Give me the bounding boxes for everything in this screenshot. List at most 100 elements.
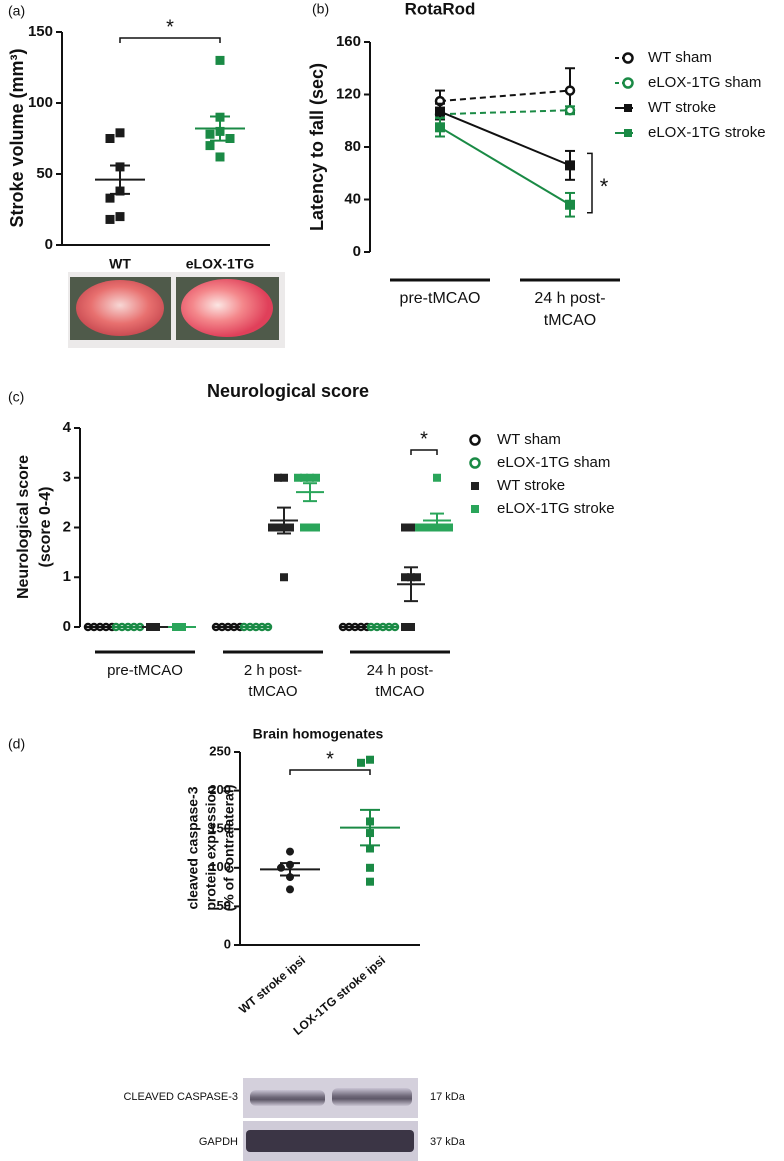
data-point bbox=[300, 473, 308, 482]
data-point bbox=[215, 55, 225, 65]
significance-bracket bbox=[119, 37, 221, 43]
data-point bbox=[277, 863, 285, 872]
data-point bbox=[565, 160, 575, 171]
y-axis-label: Stroke volume (mm³) bbox=[7, 48, 27, 227]
y-tick-label: 40 bbox=[344, 190, 361, 207]
significance-label: * bbox=[420, 428, 428, 450]
data-point bbox=[105, 214, 115, 224]
series-line bbox=[439, 126, 571, 206]
panel-label: (c) bbox=[8, 389, 24, 405]
y-tick-label: 50 bbox=[217, 898, 231, 913]
x-tick-label: eLOX-1TG bbox=[186, 256, 255, 272]
panel-label: (a) bbox=[8, 3, 25, 19]
significance-label: * bbox=[600, 174, 609, 199]
data-point bbox=[286, 523, 294, 532]
data-point bbox=[105, 134, 115, 143]
data-point bbox=[366, 877, 374, 886]
data-point bbox=[268, 523, 276, 532]
legend-marker bbox=[469, 457, 481, 469]
y-tick-label: 1 bbox=[63, 568, 71, 585]
x-tick-label: pre-tMCAO bbox=[399, 290, 481, 307]
data-point bbox=[300, 523, 308, 532]
y-tick-label: 120 bbox=[336, 85, 361, 102]
legend-marker bbox=[471, 482, 479, 490]
y-axis-label: Latency to fall (sec) bbox=[307, 63, 327, 231]
significance-label: * bbox=[166, 16, 174, 38]
data-point bbox=[280, 473, 288, 482]
data-point bbox=[565, 199, 575, 210]
y-tick-label: 3 bbox=[63, 469, 71, 486]
x-tick-label: 24 h post-tMCAO bbox=[366, 662, 434, 700]
y-tick-label: 0 bbox=[224, 936, 231, 951]
data-point bbox=[225, 134, 235, 143]
data-point bbox=[433, 473, 441, 482]
panel-label: (d) bbox=[8, 736, 25, 752]
y-axis-label: (score 0-4) bbox=[37, 487, 54, 568]
legend-label: eLOX-1TG sham bbox=[497, 454, 610, 471]
data-point bbox=[280, 573, 288, 582]
data-point bbox=[435, 122, 445, 133]
y-tick-label: 100 bbox=[209, 859, 231, 874]
data-point bbox=[294, 473, 302, 482]
data-point bbox=[401, 573, 409, 582]
data-point bbox=[366, 863, 374, 872]
x-tick-label: 2 h post-tMCAO bbox=[243, 662, 303, 700]
legend-marker bbox=[469, 434, 481, 446]
data-point bbox=[564, 105, 576, 116]
y-tick-label: 160 bbox=[336, 33, 361, 50]
legend-marker bbox=[471, 505, 479, 513]
y-tick-label: 0 bbox=[45, 236, 53, 253]
data-point bbox=[357, 758, 365, 767]
legend-label: WT sham bbox=[497, 431, 561, 448]
y-tick-label: 0 bbox=[63, 618, 71, 635]
series-line bbox=[439, 110, 571, 167]
y-tick-label: 2 bbox=[63, 518, 71, 535]
data-point bbox=[413, 573, 421, 582]
legend-marker bbox=[624, 104, 632, 112]
western-blot: CLEAVED CASPASE-3 17 kDa GAPDH 37 kDa bbox=[123, 1078, 466, 1161]
data-point bbox=[401, 623, 409, 631]
x-tick-label: 24 h post-tMCAO bbox=[534, 290, 606, 330]
data-point bbox=[407, 623, 415, 631]
data-point bbox=[205, 129, 215, 139]
chart-title: RotaRod bbox=[405, 0, 476, 18]
y-axis-label: Neurological score bbox=[15, 455, 32, 599]
blot-size: 17 kDa bbox=[430, 1091, 466, 1103]
data-point bbox=[435, 106, 445, 117]
legend-marker bbox=[624, 129, 632, 137]
data-point bbox=[274, 473, 282, 482]
data-point bbox=[415, 523, 423, 532]
y-axis-label: (% of contralateral) bbox=[221, 785, 237, 912]
chart-title: Neurological score bbox=[207, 381, 369, 401]
significance-label: * bbox=[326, 748, 334, 770]
data-point bbox=[401, 523, 409, 532]
legend-label: WT stroke bbox=[648, 99, 716, 116]
data-point bbox=[445, 523, 453, 532]
significance-bracket bbox=[587, 152, 593, 214]
legend-label: eLOX-1TG stroke bbox=[648, 124, 766, 141]
legend-label: WT sham bbox=[648, 49, 712, 66]
brain-images bbox=[68, 272, 285, 348]
y-axis-label: cleaved caspase-3 bbox=[185, 786, 201, 909]
data-point bbox=[274, 523, 282, 532]
y-tick-label: 0 bbox=[353, 243, 361, 260]
data-point bbox=[286, 847, 294, 856]
significance-bracket bbox=[289, 769, 371, 775]
y-tick-label: 100 bbox=[28, 94, 53, 111]
data-point bbox=[564, 85, 576, 96]
x-tick-label: pre-tMCAO bbox=[107, 662, 183, 679]
series-line bbox=[439, 109, 571, 116]
data-point bbox=[306, 523, 314, 532]
significance-bracket bbox=[410, 449, 438, 455]
data-point bbox=[366, 844, 374, 853]
data-point bbox=[312, 473, 320, 482]
data-point bbox=[105, 193, 115, 203]
y-tick-label: 50 bbox=[36, 165, 53, 182]
y-tick-label: 250 bbox=[209, 743, 231, 758]
data-point bbox=[421, 523, 429, 532]
data-point bbox=[286, 885, 294, 894]
blot-size: 37 kDa bbox=[430, 1136, 466, 1148]
y-tick-label: 80 bbox=[344, 138, 361, 155]
